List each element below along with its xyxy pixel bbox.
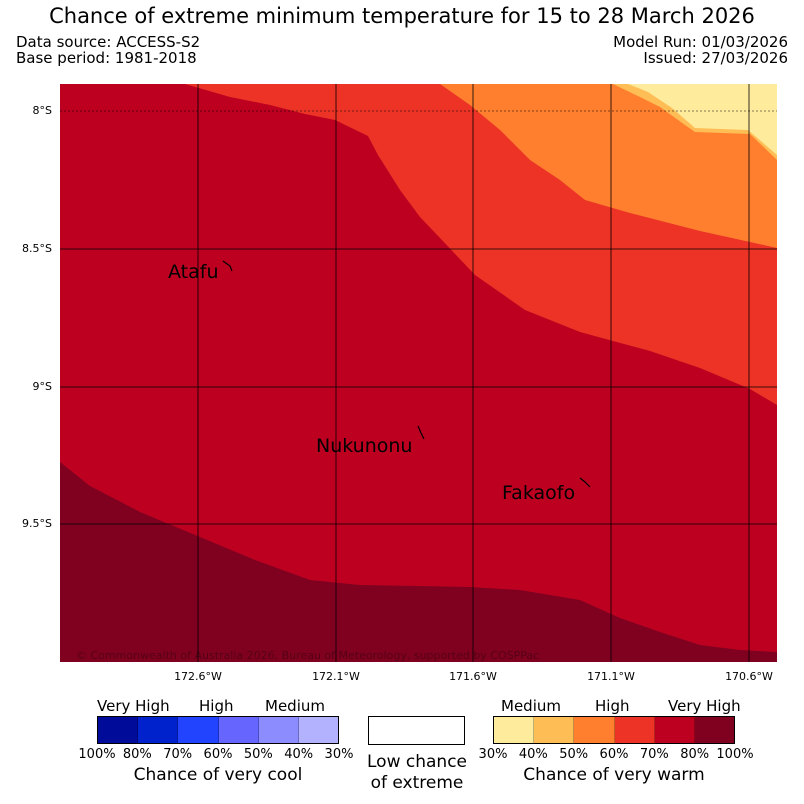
warm-percent-5: 80% bbox=[680, 747, 710, 762]
data-source: Data source: ACCESS-S2 bbox=[16, 33, 201, 51]
place-fakaofo: Fakaofo bbox=[502, 482, 576, 504]
cool-percent-1: 80% bbox=[122, 747, 152, 762]
cool-percent-0: 100% bbox=[78, 747, 116, 762]
warm-colorbar bbox=[493, 716, 735, 744]
warm-swatch-5 bbox=[694, 717, 735, 743]
atafu-outline bbox=[222, 260, 233, 272]
nukunonu-outline bbox=[417, 425, 425, 440]
warm-percent-4: 70% bbox=[639, 747, 669, 762]
cool-percent-2: 70% bbox=[163, 747, 193, 762]
zone-low-30 bbox=[628, 84, 777, 155]
lon-tick-171-6: 171.6°W bbox=[449, 670, 497, 683]
low-chance-line2: of extreme bbox=[370, 773, 464, 793]
warm-swatch-2 bbox=[574, 717, 615, 743]
place-atafu: Atafu bbox=[168, 261, 219, 283]
lat-tick-8-5: 8.5°S bbox=[22, 242, 52, 255]
warm-label-high: High bbox=[595, 697, 630, 715]
cool-swatch-0 bbox=[98, 717, 139, 743]
cool-percent-5: 40% bbox=[284, 747, 314, 762]
meta-left: Data source: ACCESS-S2 Base period: 1981… bbox=[16, 34, 200, 66]
map-title: Chance of extreme minimum temperature fo… bbox=[49, 4, 755, 28]
low-chance-line1: Low chance bbox=[367, 752, 467, 772]
issued-date: Issued: 27/03/2026 bbox=[643, 49, 788, 67]
place-nukunonu: Nukunonu bbox=[316, 435, 413, 457]
warm-percent-3: 60% bbox=[599, 747, 629, 762]
warm-caption: Chance of very warm bbox=[523, 765, 705, 785]
warm-percent-0: 30% bbox=[478, 747, 508, 762]
warm-label-very-high: Very High bbox=[668, 697, 741, 715]
cool-caption: Chance of very cool bbox=[133, 765, 303, 785]
zone-very-high-80 bbox=[60, 462, 777, 662]
lat-tick-9-5: 9.5°S bbox=[22, 517, 52, 530]
cool-label-very-high: Very High bbox=[97, 697, 170, 715]
warm-swatch-4 bbox=[654, 717, 695, 743]
cool-label-high: High bbox=[199, 697, 234, 715]
cool-swatch-2 bbox=[178, 717, 219, 743]
lon-tick-171-1: 171.1°W bbox=[587, 670, 635, 683]
lat-tick-8: 8°S bbox=[32, 104, 52, 117]
warm-percent-6: 100% bbox=[716, 747, 754, 762]
warm-label-medium: Medium bbox=[501, 697, 561, 715]
graticule bbox=[60, 84, 777, 662]
warm-percent-2: 50% bbox=[559, 747, 589, 762]
atoll-outlines bbox=[222, 260, 591, 488]
cool-swatch-1 bbox=[138, 717, 179, 743]
lon-tick-172-1: 172.1°W bbox=[312, 670, 360, 683]
cool-swatch-5 bbox=[298, 717, 339, 743]
warm-percent-1: 40% bbox=[518, 747, 548, 762]
low-chance-caption: Low chance of extreme bbox=[352, 752, 482, 794]
cool-percent-3: 60% bbox=[203, 747, 233, 762]
warm-swatch-1 bbox=[534, 717, 575, 743]
meta-right: Model Run: 01/03/2026 Issued: 27/03/2026 bbox=[613, 34, 788, 66]
lon-tick-170-6: 170.6°W bbox=[725, 670, 773, 683]
cool-label-medium: Medium bbox=[265, 697, 325, 715]
cool-colorbar bbox=[97, 716, 339, 744]
warm-swatch-3 bbox=[614, 717, 655, 743]
fakaofo-outline bbox=[579, 477, 591, 488]
lon-tick-172-6: 172.6°W bbox=[174, 670, 222, 683]
cool-percent-6: 30% bbox=[324, 747, 354, 762]
cool-percent-4: 50% bbox=[243, 747, 273, 762]
cool-swatch-3 bbox=[218, 717, 259, 743]
copyright-notice: © Commonwealth of Australia 2026, Bureau… bbox=[76, 649, 540, 662]
low-chance-swatch bbox=[368, 716, 465, 745]
lat-tick-9: 9°S bbox=[32, 380, 52, 393]
cool-swatch-4 bbox=[258, 717, 299, 743]
model-run: Model Run: 01/03/2026 bbox=[613, 33, 788, 51]
warm-swatch-0 bbox=[494, 717, 535, 743]
base-period: Base period: 1981-2018 bbox=[16, 49, 197, 67]
